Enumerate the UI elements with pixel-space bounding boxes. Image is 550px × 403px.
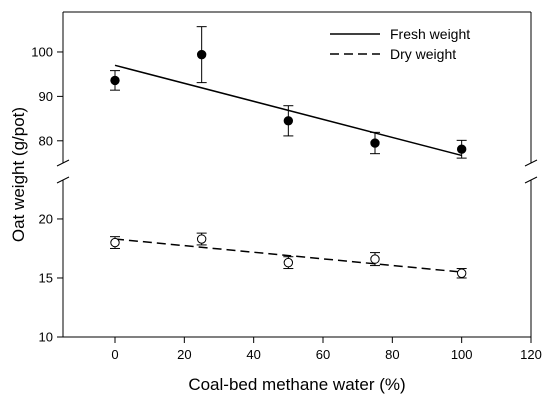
x-tick-label: 80 — [385, 347, 399, 362]
y-tick-label: 15 — [39, 270, 53, 285]
axes: 0 20 40 60 80 100 120 80 90 100 10 15 20 — [31, 11, 542, 362]
fresh-weight-point — [370, 138, 380, 148]
data-series — [110, 26, 467, 279]
fresh-weight-point — [196, 49, 207, 60]
fresh-weight-point — [456, 144, 467, 154]
dry-weight-point — [283, 257, 294, 268]
fresh-weight-point — [283, 116, 294, 126]
y-tick-label: 100 — [31, 44, 53, 59]
axis-break-mark-left-top — [56, 159, 70, 167]
x-axis-title: Coal-bed methane water (%) — [188, 375, 405, 394]
y-tick-label: 80 — [39, 133, 53, 148]
dry-weight-point — [110, 237, 120, 248]
axis-break-mark-left-bottom — [56, 176, 70, 184]
x-tick-label: 100 — [451, 347, 473, 362]
axis-break-mark-right-top — [524, 159, 538, 167]
x-tick-label: 40 — [246, 347, 260, 362]
dry-weight-point — [196, 234, 207, 244]
dry-weight-fit-line — [114, 238, 462, 273]
x-tick-label: 0 — [111, 347, 118, 362]
y-tick-label: 20 — [39, 211, 53, 226]
x-tick-label: 20 — [177, 347, 191, 362]
axis-break-mark-right-bottom — [524, 176, 538, 184]
y-tick-label: 90 — [39, 89, 53, 104]
y-axis-title: Oat weight (g/pot) — [9, 107, 28, 242]
x-tick-label: 120 — [520, 347, 542, 362]
y-tick-label: 10 — [39, 330, 53, 345]
fresh-weight-point — [110, 75, 120, 86]
dry-weight-point — [456, 268, 467, 278]
legend: Fresh weight Dry weight — [330, 26, 470, 62]
dry-weight-point — [370, 254, 380, 264]
x-tick-label: 60 — [316, 347, 330, 362]
legend-label-fresh-weight: Fresh weight — [390, 26, 470, 42]
legend-label-dry-weight: Dry weight — [390, 46, 456, 62]
